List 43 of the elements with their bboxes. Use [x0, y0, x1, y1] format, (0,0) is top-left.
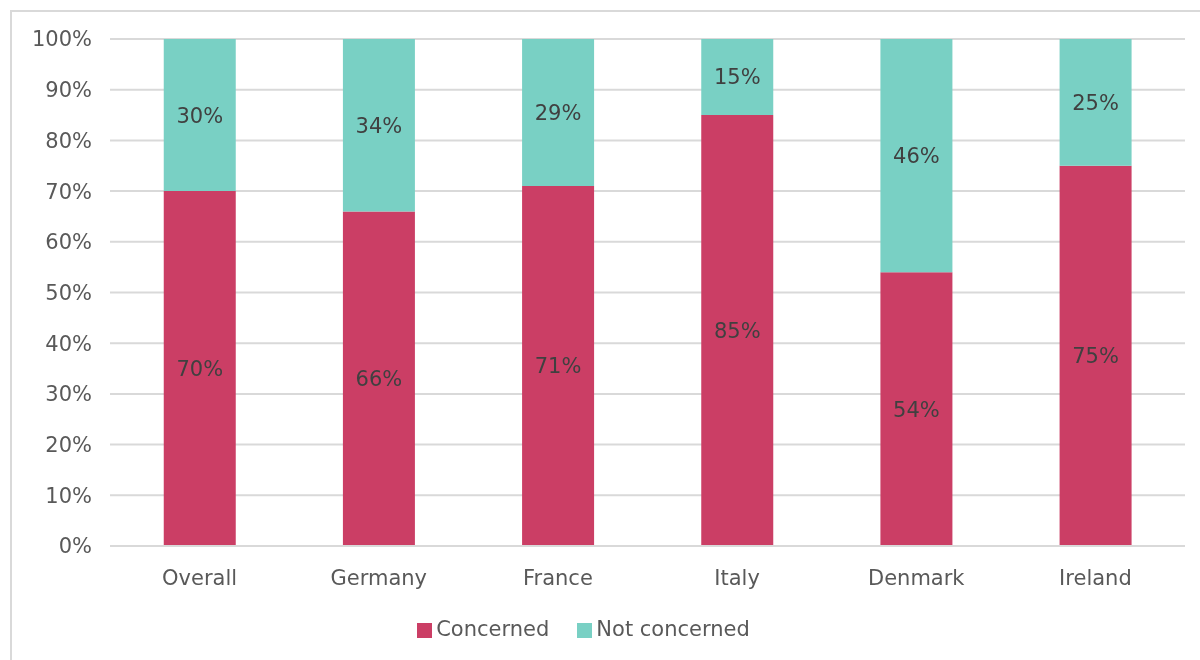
- x-tick-label: Overall: [162, 565, 238, 590]
- y-tick-label: 40%: [45, 331, 92, 356]
- bar: [880, 39, 953, 273]
- x-tick-label: France: [522, 565, 593, 590]
- data-label: 75%: [1072, 344, 1119, 369]
- bar: [1059, 165, 1132, 546]
- x-tick-label: Italy: [714, 565, 760, 590]
- bar: [1059, 39, 1132, 166]
- bar: [163, 39, 236, 192]
- y-tick-label: 70%: [45, 179, 92, 204]
- x-tick-label: Ireland: [1059, 565, 1132, 590]
- y-tick-label: 50%: [45, 280, 92, 305]
- data-label: 30%: [176, 103, 224, 128]
- y-tick-label: 80%: [45, 128, 92, 153]
- x-tick-label: Denmark: [867, 565, 966, 590]
- data-label: 66%: [355, 367, 403, 392]
- y-tick-label: 90%: [45, 78, 92, 103]
- bar: [880, 272, 953, 546]
- data-label: 85%: [713, 318, 761, 343]
- bar: [701, 39, 774, 116]
- data-label: 34%: [355, 113, 403, 138]
- y-tick-label: 20%: [45, 433, 92, 458]
- y-tick-label: 60%: [45, 230, 92, 255]
- bar: [163, 191, 236, 546]
- legend-label: Concerned: [436, 617, 550, 641]
- bar: [342, 211, 415, 546]
- data-label: 46%: [893, 144, 940, 169]
- y-tick-label: 10%: [45, 483, 92, 508]
- data-label: 29%: [534, 100, 582, 125]
- data-label: 70%: [176, 357, 224, 381]
- bar: [522, 186, 595, 546]
- y-tick-label: 100%: [31, 27, 92, 52]
- x-tick-label: Germany: [330, 565, 428, 590]
- data-label: 71%: [534, 354, 582, 379]
- bar: [522, 39, 595, 187]
- bar: [701, 115, 774, 546]
- y-tick-label: 0%: [58, 534, 92, 559]
- bar: [342, 39, 415, 212]
- data-label: 15%: [713, 65, 761, 90]
- legend-label: Not concerned: [596, 617, 750, 641]
- y-tick-label: 30%: [45, 382, 92, 407]
- data-label: 25%: [1072, 90, 1119, 115]
- data-label: 54%: [893, 397, 940, 422]
